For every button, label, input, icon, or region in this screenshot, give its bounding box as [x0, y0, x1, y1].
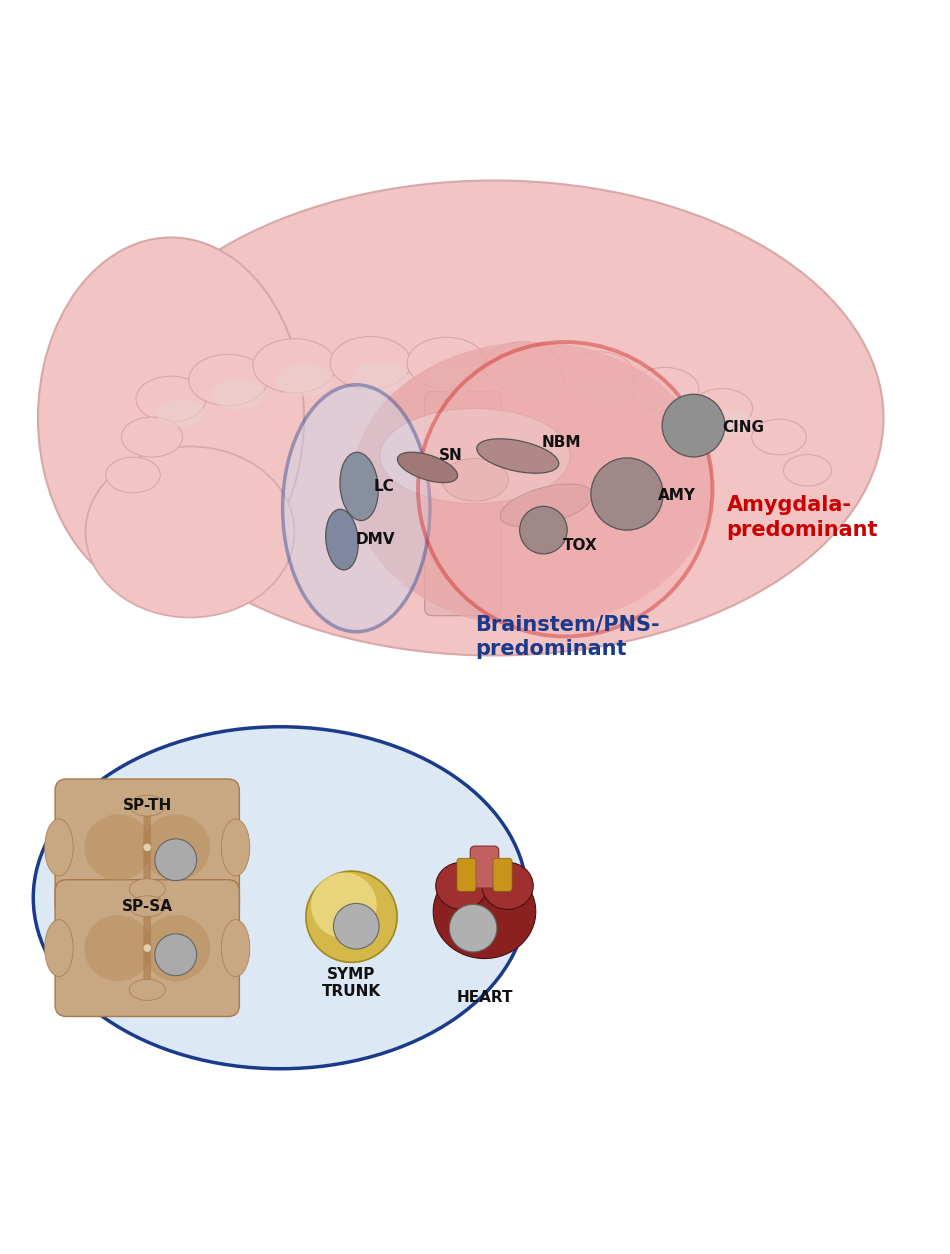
- Text: NBM: NBM: [542, 435, 581, 450]
- Ellipse shape: [692, 389, 752, 429]
- Text: DMV: DMV: [355, 532, 395, 547]
- Ellipse shape: [104, 181, 884, 656]
- Circle shape: [418, 342, 712, 637]
- Text: HEART: HEART: [456, 989, 513, 1004]
- Ellipse shape: [129, 895, 165, 917]
- Ellipse shape: [352, 342, 712, 627]
- Ellipse shape: [442, 459, 508, 502]
- Ellipse shape: [156, 400, 205, 426]
- Ellipse shape: [142, 814, 210, 880]
- Ellipse shape: [520, 507, 567, 554]
- Ellipse shape: [436, 863, 487, 909]
- Text: CING: CING: [722, 420, 764, 435]
- Ellipse shape: [129, 879, 165, 899]
- Ellipse shape: [129, 979, 165, 1001]
- Ellipse shape: [38, 237, 304, 598]
- Ellipse shape: [562, 351, 635, 399]
- Text: Brainstem/PNS-
predominant: Brainstem/PNS- predominant: [475, 614, 659, 658]
- Ellipse shape: [505, 366, 559, 396]
- Text: Amygdala-
predominant: Amygdala- predominant: [727, 495, 878, 540]
- Text: LC: LC: [373, 479, 394, 494]
- Circle shape: [449, 904, 497, 952]
- Ellipse shape: [408, 337, 485, 389]
- FancyBboxPatch shape: [457, 858, 476, 892]
- Ellipse shape: [428, 361, 484, 393]
- Circle shape: [311, 873, 377, 938]
- Text: SP-SA: SP-SA: [122, 899, 173, 914]
- Ellipse shape: [129, 795, 165, 816]
- Ellipse shape: [136, 376, 206, 421]
- Ellipse shape: [210, 379, 265, 410]
- Ellipse shape: [85, 915, 152, 981]
- Ellipse shape: [45, 919, 73, 977]
- Ellipse shape: [711, 411, 752, 435]
- Ellipse shape: [751, 419, 807, 455]
- Text: SP-TH: SP-TH: [123, 799, 172, 813]
- FancyBboxPatch shape: [143, 798, 151, 898]
- Ellipse shape: [484, 342, 560, 391]
- Ellipse shape: [784, 455, 831, 487]
- FancyBboxPatch shape: [55, 880, 239, 1017]
- Circle shape: [306, 872, 397, 962]
- Circle shape: [143, 844, 151, 851]
- Ellipse shape: [631, 367, 699, 411]
- Text: SYMP
TRUNK: SYMP TRUNK: [322, 967, 381, 999]
- Ellipse shape: [651, 390, 698, 418]
- Ellipse shape: [482, 863, 533, 909]
- Ellipse shape: [352, 361, 408, 393]
- Ellipse shape: [330, 336, 411, 389]
- FancyBboxPatch shape: [425, 391, 502, 616]
- Ellipse shape: [142, 915, 210, 981]
- Ellipse shape: [45, 819, 73, 875]
- Ellipse shape: [477, 439, 559, 473]
- Ellipse shape: [340, 453, 378, 520]
- Circle shape: [155, 839, 197, 880]
- Circle shape: [333, 903, 379, 949]
- Text: TOX: TOX: [562, 538, 598, 553]
- Ellipse shape: [380, 409, 570, 504]
- Ellipse shape: [276, 364, 332, 396]
- Ellipse shape: [33, 727, 527, 1068]
- Ellipse shape: [500, 484, 593, 527]
- Ellipse shape: [189, 355, 267, 405]
- Ellipse shape: [283, 385, 429, 632]
- Ellipse shape: [591, 458, 663, 530]
- Ellipse shape: [433, 864, 536, 958]
- Ellipse shape: [86, 446, 294, 617]
- Circle shape: [143, 944, 151, 952]
- Ellipse shape: [221, 819, 250, 875]
- Text: SN: SN: [439, 449, 463, 464]
- Ellipse shape: [221, 919, 250, 977]
- FancyBboxPatch shape: [470, 846, 499, 888]
- Circle shape: [155, 934, 197, 976]
- FancyBboxPatch shape: [55, 779, 239, 915]
- Ellipse shape: [583, 375, 633, 404]
- Text: AMY: AMY: [658, 488, 696, 503]
- Ellipse shape: [662, 394, 725, 456]
- Ellipse shape: [397, 453, 458, 483]
- Ellipse shape: [253, 339, 336, 393]
- Ellipse shape: [105, 458, 161, 493]
- Ellipse shape: [326, 509, 358, 569]
- Ellipse shape: [85, 814, 152, 880]
- FancyBboxPatch shape: [493, 858, 512, 892]
- FancyBboxPatch shape: [143, 898, 151, 998]
- Ellipse shape: [122, 418, 182, 456]
